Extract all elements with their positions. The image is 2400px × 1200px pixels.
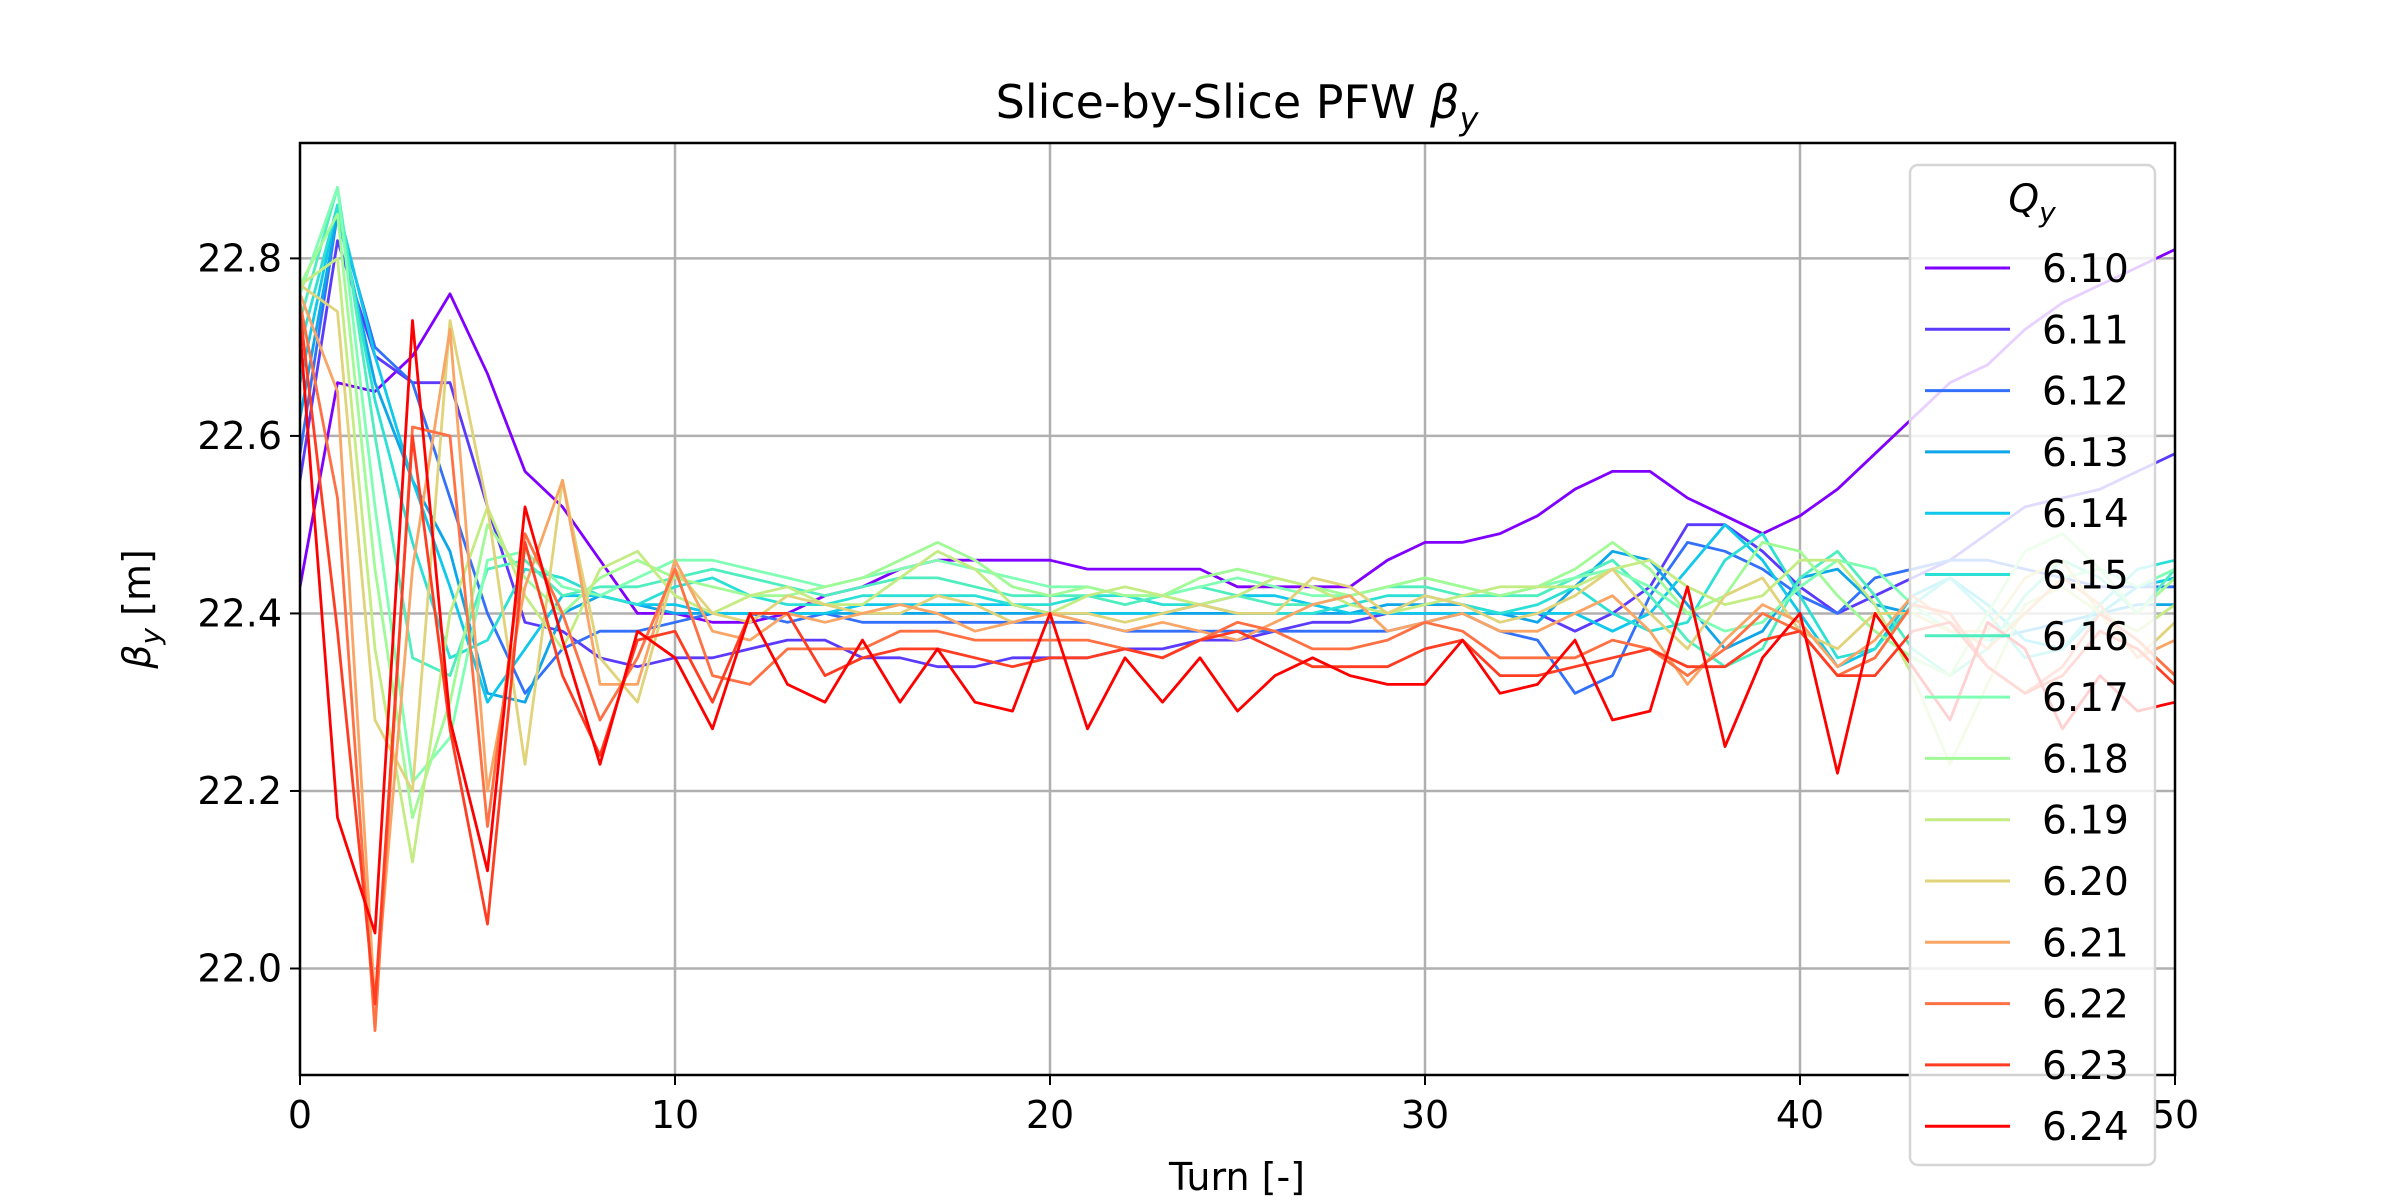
axis-ticks: 0 10 20 30 40 50 22.0 22.2 22.4 22.6 22.8 <box>197 236 2199 1137</box>
legend: Qy 6.106.116.126.136.146.156.166.176.186… <box>1908 163 2157 1167</box>
series-line-6-10 <box>300 248 2175 624</box>
legend-label: 6.24 <box>2042 1105 2129 1150</box>
legend-title: Qy <box>2008 177 2056 229</box>
series-group <box>300 185 2175 1032</box>
x-tick-label: 40 <box>1776 1093 1824 1137</box>
legend-label: 6.10 <box>2042 247 2129 292</box>
legend-label: 6.20 <box>2042 860 2129 905</box>
y-tick-label: 22.8 <box>197 236 282 280</box>
series-line-6-19 <box>300 256 2175 864</box>
legend-label: 6.23 <box>2042 1044 2129 1089</box>
x-tick-label: 50 <box>2151 1093 2199 1137</box>
chart-title: Slice-by-Slice PFW βy <box>996 75 1480 138</box>
series-line-6-20 <box>300 283 2175 793</box>
y-tick-label: 22.0 <box>197 946 282 990</box>
legend-label: 6.14 <box>2042 492 2129 537</box>
y-tick-label: 22.6 <box>197 414 282 458</box>
x-axis-label: Turn [-] <box>1168 1155 1305 1199</box>
plot-frame <box>298 141 2177 1077</box>
legend-label: 6.19 <box>2042 799 2129 844</box>
legend-label: 6.22 <box>2042 983 2129 1028</box>
series-line-6-21 <box>300 293 2175 1006</box>
y-tick-label: 22.4 <box>197 591 282 635</box>
x-tick-label: 20 <box>1026 1093 1074 1137</box>
legend-box <box>1908 163 2157 1167</box>
y-axis-label: βy [m] <box>115 549 167 670</box>
legend-label: 6.21 <box>2042 921 2129 966</box>
x-tick-label: 0 <box>288 1093 312 1137</box>
legend-label: 6.16 <box>2042 615 2129 660</box>
legend-label: 6.13 <box>2042 431 2129 476</box>
series-line-6-24 <box>300 319 2175 935</box>
legend-label: 6.12 <box>2042 370 2129 415</box>
legend-label: 6.15 <box>2042 554 2129 599</box>
series-line-6-17 <box>300 185 2175 784</box>
series-line-6-18 <box>300 212 2175 819</box>
x-tick-label: 10 <box>651 1093 699 1137</box>
legend-label: 6.17 <box>2042 676 2129 721</box>
legend-label: 6.11 <box>2042 308 2129 353</box>
legend-label: 6.18 <box>2042 737 2129 782</box>
grid <box>300 143 2175 1075</box>
x-tick-label: 30 <box>1401 1093 1449 1137</box>
legend-entries: 6.10 6.11 6.12 6.13 6.14 6.15 6.16 6.17 6.18 6.19… <box>1925 247 2129 1150</box>
y-tick-label: 22.2 <box>197 769 282 813</box>
